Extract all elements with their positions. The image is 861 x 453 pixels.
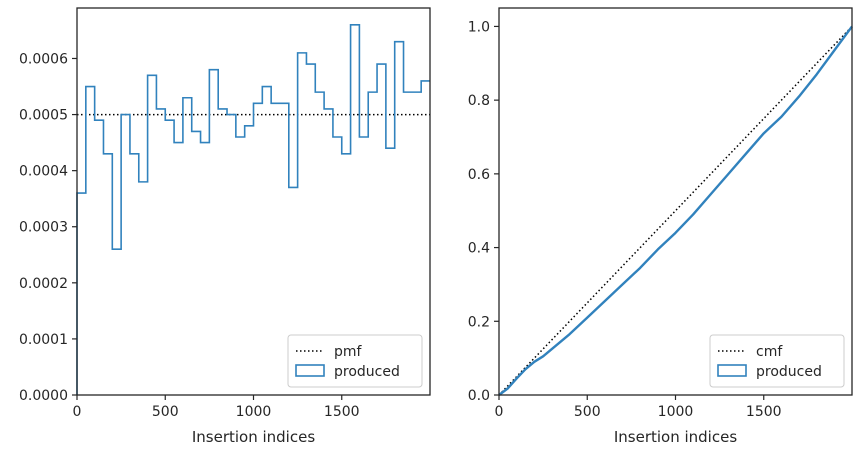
chart-0-bin-14 — [201, 143, 210, 395]
chart-0-bin-10 — [165, 120, 174, 395]
chart-1-ytick-label: 0.2 — [468, 314, 490, 330]
chart-0-bin-4 — [112, 249, 121, 395]
chart-0-bin-19 — [245, 126, 254, 395]
chart-0-ytick-label: 0.0000 — [19, 388, 68, 404]
chart-0-bin-2 — [95, 120, 104, 395]
chart-0-bin-17 — [227, 115, 236, 395]
chart-0-xtick-label: 500 — [152, 404, 179, 420]
chart-1-legend-label-cmf: cmf — [756, 344, 783, 360]
chart-1-ytick-label: 0.8 — [468, 93, 490, 109]
chart-1-xtick-label: 1500 — [746, 404, 782, 420]
chart-1-ytick-label: 0.4 — [468, 241, 490, 257]
chart-0-legend-label-pmf: pmf — [334, 344, 363, 360]
chart-0-legend-label-produced: produced — [334, 364, 400, 380]
chart-1-xtick-label: 500 — [574, 404, 601, 420]
chart-1-ytick-label: 1.0 — [468, 19, 490, 35]
chart-0-bin-8 — [148, 75, 157, 395]
chart-0-ytick-label: 0.0003 — [19, 220, 68, 236]
chart-0-bin-9 — [156, 109, 165, 395]
chart-0-bin-20 — [254, 103, 263, 395]
chart-0-bin-13 — [192, 131, 201, 395]
chart-0-bin-1 — [86, 87, 95, 395]
chart-0-bin-3 — [103, 154, 112, 395]
chart-0-ytick-label: 0.0002 — [19, 276, 68, 292]
chart-1-xtick-label: 1000 — [658, 404, 694, 420]
chart-0-bin-22 — [271, 103, 280, 395]
chart-0-bin-11 — [174, 143, 183, 395]
chart-1-xtick-label: 0 — [495, 404, 504, 420]
chart-1-ytick-label: 0.0 — [468, 388, 490, 404]
chart-1-x-axis-label: Insertion indices — [614, 428, 737, 446]
chart-0-bin-23 — [280, 103, 289, 395]
chart-0-bin-12 — [183, 98, 192, 395]
left-chart-pmf: 0 500 1000 1500 0.0000 0.0001 0.0002 0.0003 0.00… — [19, 7, 431, 446]
chart-0-legend-swatch-produced — [295, 364, 325, 377]
chart-0-bin-7 — [139, 182, 148, 395]
chart-0-series-produced — [76, 24, 430, 395]
right-chart-cmf: 0 500 1000 1500 0.0 0.2 0.4 0.6 0.8 1.0 Insertion … — [468, 7, 853, 446]
chart-0-xtick-label: 1000 — [236, 404, 272, 420]
chart-1-legend-label-produced: produced — [756, 364, 822, 380]
chart-0-xtick-label: 0 — [73, 404, 82, 420]
chart-0-bin-16 — [218, 109, 227, 395]
chart-1-reference-line-cmf — [498, 25, 853, 396]
chart-0-ytick-label: 0.0001 — [19, 332, 68, 348]
chart-1-ytick-label: 0.6 — [468, 167, 490, 183]
chart-0-bin-21 — [262, 87, 271, 395]
chart-0-bin-5 — [121, 115, 130, 395]
chart-0-x-axis-label: Insertion indices — [192, 428, 315, 446]
chart-1-legend-swatch-produced — [717, 364, 747, 377]
chart-0-ytick-label: 0.0005 — [19, 108, 68, 124]
chart-1-legend: cmf produced — [709, 334, 845, 388]
chart-0-legend: pmf produced — [287, 334, 423, 388]
chart-0-step-line-produced — [76, 24, 430, 395]
chart-1-series-produced — [498, 25, 853, 396]
chart-0-ytick-label: 0.0006 — [19, 51, 68, 67]
chart-0-xtick-label: 1500 — [324, 404, 360, 420]
chart-0-bin-6 — [130, 154, 139, 395]
chart-0-ytick-label: 0.0004 — [19, 164, 68, 180]
chart-0-bin-0 — [77, 193, 86, 395]
chart-0-bin-15 — [209, 70, 218, 395]
chart-0-bin-18 — [236, 137, 245, 395]
